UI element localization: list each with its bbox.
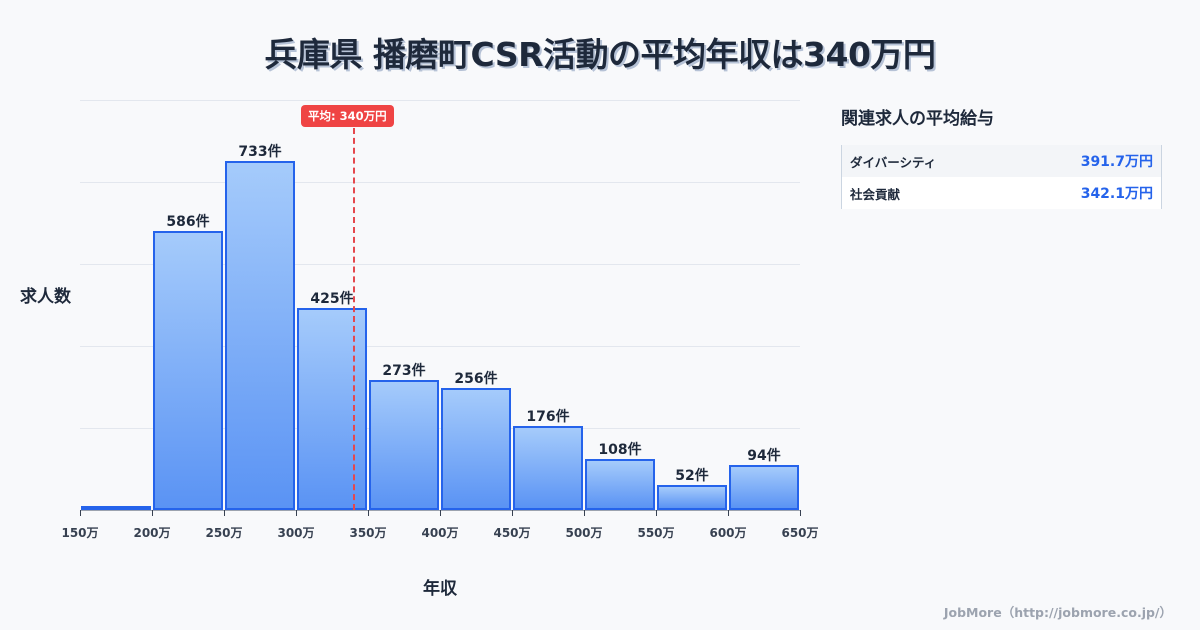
histogram-bar — [297, 308, 367, 510]
job-category-salary: 391.7万円 — [1080, 154, 1153, 170]
x-tick-label: 250万 — [205, 526, 243, 540]
average-line — [353, 128, 355, 510]
footer-credit: JobMore（http://jobmore.co.jp/） — [943, 605, 1172, 620]
x-tick — [800, 510, 801, 516]
average-badge: 平均: 340万円 — [301, 105, 394, 127]
histogram-bar — [441, 388, 511, 510]
histogram-bar — [369, 380, 439, 510]
related-salary-title: 関連求人の平均給与 — [841, 109, 994, 129]
related-salary-row: ダイバーシティ 391.7万円 — [842, 145, 1161, 177]
histogram-plot: 586件 733件 425件 273件 256件 176件 108件 52件 94件 — [80, 100, 801, 516]
x-axis-title: 年収 — [423, 579, 457, 599]
x-tick-label: 450万 — [493, 526, 531, 540]
histogram-bar — [585, 459, 655, 510]
x-tick — [728, 510, 729, 516]
x-tick — [368, 510, 369, 516]
x-tick-label: 200万 — [133, 526, 171, 540]
histogram-bar — [81, 506, 151, 510]
chart-title: 兵庫県 播磨町CSR活動の平均年収は340万円 — [264, 35, 936, 74]
x-tick-label: 600万 — [709, 526, 747, 540]
bar-value-label: 52件 — [675, 468, 709, 484]
x-tick — [152, 510, 153, 516]
gridline — [80, 428, 800, 429]
x-tick — [296, 510, 297, 516]
x-tick-label: 550万 — [637, 526, 675, 540]
x-tick-label: 150万 — [61, 526, 99, 540]
x-tick — [584, 510, 585, 516]
x-tick — [512, 510, 513, 516]
x-tick — [224, 510, 225, 516]
histogram-bar — [729, 465, 799, 510]
job-category-name: ダイバーシティ — [850, 154, 937, 170]
job-category-name: 社会貢献 — [850, 186, 901, 202]
gridline — [80, 182, 800, 183]
histogram-bar — [153, 231, 223, 510]
x-tick-label: 350万 — [349, 526, 387, 540]
bar-value-label: 94件 — [747, 448, 781, 464]
histogram-bar — [225, 161, 295, 510]
gridline — [80, 346, 800, 347]
bar-value-label: 108件 — [598, 442, 642, 458]
bar-value-label: 256件 — [454, 371, 498, 387]
gridline — [80, 100, 800, 101]
related-salary-table: ダイバーシティ 391.7万円 社会貢献 342.1万円 — [841, 145, 1162, 209]
x-tick — [80, 510, 81, 516]
histogram-bar — [513, 426, 583, 510]
x-tick-label: 400万 — [421, 526, 459, 540]
bar-value-label: 273件 — [382, 363, 426, 379]
x-tick-label: 300万 — [277, 526, 315, 540]
x-tick-label: 650万 — [781, 526, 819, 540]
bar-value-label: 733件 — [238, 144, 282, 160]
gridline — [80, 264, 800, 265]
x-tick-label: 500万 — [565, 526, 603, 540]
histogram-bar — [657, 485, 727, 510]
y-axis-title: 求人数 — [20, 287, 71, 307]
bar-value-label: 176件 — [526, 409, 570, 425]
bar-value-label: 425件 — [310, 291, 354, 307]
job-category-salary: 342.1万円 — [1080, 186, 1153, 202]
x-tick — [440, 510, 441, 516]
bar-value-label: 586件 — [166, 214, 210, 230]
x-tick — [656, 510, 657, 516]
related-salary-row: 社会貢献 342.1万円 — [842, 177, 1161, 209]
